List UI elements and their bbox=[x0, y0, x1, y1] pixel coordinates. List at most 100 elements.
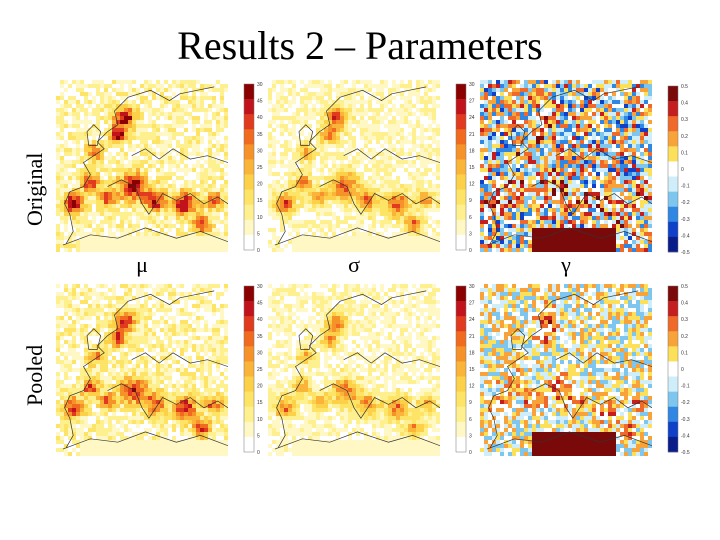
colorbar-swatch bbox=[668, 236, 678, 253]
colorbar-tick-label: 27 bbox=[469, 99, 475, 105]
colorbar-swatch bbox=[244, 406, 254, 423]
coastline-1 bbox=[510, 328, 526, 350]
coastline-0 bbox=[488, 290, 639, 448]
colorbar-mu-original: 30 45 40 35 30 25 20 15 10 5 0 bbox=[243, 82, 280, 254]
colorbar-swatch bbox=[456, 219, 466, 236]
colorbar-swatch bbox=[456, 406, 466, 423]
colorbar-swatch bbox=[456, 129, 466, 145]
colorbar-swatch bbox=[244, 174, 254, 190]
colorbar-tick-label: 0.4 bbox=[681, 101, 688, 107]
colorbar-swatch bbox=[456, 286, 466, 302]
colorbar-swatch bbox=[668, 361, 678, 377]
colorbar-tick-label: 21 bbox=[469, 334, 475, 340]
colorbar-swatch bbox=[668, 376, 678, 392]
coastline-3 bbox=[555, 148, 652, 163]
coastline-0 bbox=[488, 86, 639, 244]
colorbar-tick-label: 9 bbox=[469, 400, 472, 406]
colorbar-tick-label: 0.4 bbox=[681, 301, 688, 307]
column-label-mu: μ bbox=[136, 252, 148, 277]
colorbar-sigma-original: 30 27 24 21 18 15 12 9 6 3 0 bbox=[455, 82, 492, 254]
colorbar-tick-label: 3 bbox=[469, 433, 472, 439]
colorbar-tick-label: 0.5 bbox=[681, 84, 688, 90]
colorbar-tick-label: 45 bbox=[257, 301, 263, 307]
colorbar-tick-label: 40 bbox=[257, 317, 263, 323]
colorbar-swatch bbox=[668, 146, 678, 162]
colorbar-tick-label: -0.3 bbox=[681, 217, 690, 223]
colorbar-swatch bbox=[456, 316, 466, 332]
colorbar-tick-label: 35 bbox=[257, 334, 263, 340]
colorbar-swatch bbox=[244, 376, 254, 392]
colorbar-tick-label: -0.4 bbox=[681, 433, 690, 439]
colorbar-tick-label: -0.3 bbox=[681, 417, 690, 423]
colorbar-tick-label: 30 bbox=[469, 284, 475, 290]
map-sigma-pooled bbox=[268, 284, 440, 456]
colorbar-swatch bbox=[456, 421, 466, 438]
colorbar-swatch bbox=[668, 316, 678, 332]
coastline-4 bbox=[486, 227, 652, 246]
colorbar-tick-label: -0.2 bbox=[681, 200, 690, 206]
colorbar-swatch bbox=[244, 436, 254, 453]
colorbar-tick-label: 25 bbox=[257, 165, 263, 171]
colorbar-swatch bbox=[668, 221, 678, 238]
colorbar-tick-label: 35 bbox=[257, 132, 263, 138]
colorbar-swatch bbox=[668, 191, 678, 208]
colorbar-gamma-original: 0.5 0.4 0.3 0.2 0.1 0 -0.1 -0.2 -0.3 -0.4 -0.5 bbox=[667, 84, 704, 256]
colorbar-swatch bbox=[668, 331, 678, 347]
coastline-2 bbox=[319, 179, 440, 215]
colorbar-swatch bbox=[456, 114, 466, 130]
colorbar-tick-label: 0.3 bbox=[681, 317, 688, 323]
colorbar-tick-label: -0.1 bbox=[681, 384, 690, 390]
colorbar-swatch bbox=[244, 234, 254, 251]
row-label-original: Original bbox=[22, 152, 47, 226]
colorbar-swatch bbox=[244, 391, 254, 408]
colorbar-tick-label: 24 bbox=[469, 317, 475, 323]
colorbar-swatch bbox=[456, 144, 466, 160]
colorbar-tick-label: 20 bbox=[257, 182, 263, 188]
colorbar-tick-label: 10 bbox=[257, 215, 263, 221]
slide-title: Results 2 – Parameters bbox=[177, 23, 543, 68]
colorbar-swatch bbox=[456, 174, 466, 190]
colorbar-tick-label: 9 bbox=[469, 198, 472, 204]
coastline-4 bbox=[62, 431, 228, 450]
colorbar-sigma-pooled: 30 27 24 21 18 15 12 9 6 3 0 bbox=[455, 284, 492, 456]
colorbar-swatch bbox=[456, 391, 466, 408]
coastline-3 bbox=[131, 352, 228, 367]
coastline-1 bbox=[86, 124, 102, 146]
coastline-0 bbox=[276, 290, 427, 448]
colorbar-swatch bbox=[456, 204, 466, 221]
coastline-1 bbox=[298, 328, 314, 350]
colorbar-swatch bbox=[668, 161, 678, 177]
colorbar-swatch bbox=[456, 99, 466, 115]
colorbar-swatch bbox=[244, 301, 254, 317]
colorbar-gamma-pooled: 0.5 0.4 0.3 0.2 0.1 0 -0.1 -0.2 -0.3 -0.4 -0.5 bbox=[667, 284, 704, 456]
coastline-1 bbox=[298, 124, 314, 146]
colorbar-tick-label: 12 bbox=[469, 182, 475, 188]
colorbar-swatch bbox=[668, 436, 678, 453]
coastline-2 bbox=[531, 383, 652, 419]
colorbar-swatch bbox=[244, 159, 254, 175]
column-label-gamma: γ bbox=[561, 252, 571, 277]
coastline-3 bbox=[131, 148, 228, 163]
colorbar-tick-label: 0 bbox=[257, 450, 260, 456]
colorbar-tick-label: 0.2 bbox=[681, 334, 688, 340]
colorbar-swatch bbox=[668, 176, 678, 192]
coastline-4 bbox=[486, 431, 652, 450]
coastline-2 bbox=[531, 179, 652, 215]
colorbar-swatch bbox=[456, 361, 466, 377]
colorbar-tick-label: 10 bbox=[257, 417, 263, 423]
colorbar-swatch bbox=[456, 436, 466, 453]
colorbar-swatch bbox=[456, 346, 466, 362]
coastline-1 bbox=[86, 328, 102, 350]
colorbar-tick-label: 6 bbox=[469, 215, 472, 221]
colorbar-tick-label: 6 bbox=[469, 417, 472, 423]
colorbar-tick-label: -0.5 bbox=[681, 450, 690, 456]
colorbar-tick-label: 18 bbox=[469, 148, 475, 154]
coastline-3 bbox=[343, 148, 440, 163]
colorbar-tick-label: 18 bbox=[469, 350, 475, 356]
colorbar-tick-label: 0.1 bbox=[681, 150, 688, 156]
coastline-0 bbox=[276, 86, 427, 244]
colorbar-swatch bbox=[456, 301, 466, 317]
colorbar-swatch bbox=[456, 84, 466, 100]
colorbar-tick-label: 15 bbox=[469, 165, 475, 171]
colorbar-tick-label: 27 bbox=[469, 301, 475, 307]
